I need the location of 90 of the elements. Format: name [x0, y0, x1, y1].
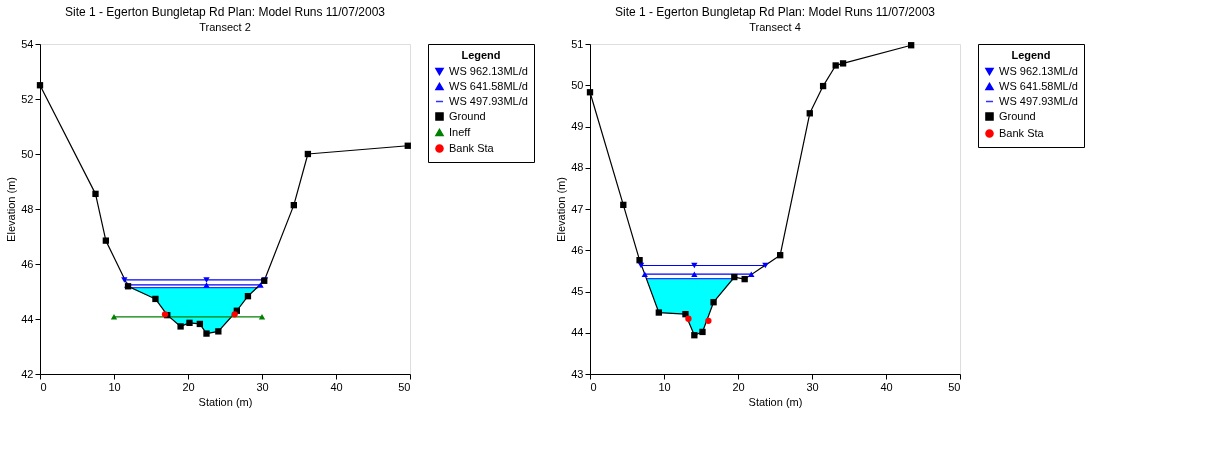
point: [177, 323, 184, 330]
legend-title: Legend: [461, 49, 501, 61]
point: [92, 190, 99, 198]
x-axis-title: Station (m): [198, 395, 253, 408]
x-tick-label: 50: [948, 380, 961, 393]
point: [691, 271, 698, 277]
point: [685, 315, 692, 322]
x-tick-label: 30: [256, 380, 269, 393]
chart-title: Site 1 - Egerton Bungletap Rd Plan: Model Runs 11/07/2003: [65, 5, 386, 19]
x-tick-label: 0: [590, 380, 597, 393]
y-tick-label: 47: [571, 202, 584, 215]
point: [839, 60, 847, 67]
legend-title: Legend: [1011, 49, 1051, 61]
point: [215, 328, 222, 335]
y-tick-label: 54: [21, 37, 34, 50]
point: [304, 150, 312, 158]
x-tick-label: 40: [880, 380, 893, 393]
point: [832, 62, 839, 69]
x-tick-label: 20: [182, 380, 195, 393]
legend-label: WS 962.13ML/d: [449, 64, 528, 77]
y-tick-label: 52: [21, 92, 34, 105]
chart-subtitle: Transect 2: [199, 21, 251, 33]
point: [710, 299, 717, 306]
point: [102, 237, 110, 244]
y-tick-label: 48: [571, 161, 584, 174]
y-tick-label: 43: [571, 367, 584, 380]
point: [231, 311, 238, 318]
y-tick-label: 50: [21, 147, 34, 160]
y-tick-label: 45: [571, 285, 584, 297]
point: [203, 277, 210, 283]
point: [244, 293, 252, 300]
point: [777, 252, 784, 259]
y-axis-title: Elevation (m): [555, 177, 568, 242]
legend-label: WS 641.58ML/d: [999, 79, 1078, 92]
x-tick-label: 40: [330, 380, 343, 393]
point: [641, 271, 648, 277]
y-tick-label: 46: [21, 257, 34, 270]
legend-label: Bank Sta: [999, 126, 1045, 139]
point: [203, 282, 210, 288]
x-axis-title: Station (m): [748, 395, 803, 408]
y-tick-label: 44: [571, 326, 584, 339]
point: [36, 82, 44, 89]
legend-label: Ineff: [449, 125, 472, 138]
chart-subtitle: Transect 4: [749, 21, 801, 33]
point: [806, 110, 813, 117]
y-axis-title: Elevation (m): [5, 177, 18, 242]
point: [620, 201, 627, 209]
legend-label: WS 641.58ML/d: [449, 79, 528, 92]
point: [290, 201, 297, 209]
y-tick-label: 48: [21, 202, 34, 215]
x-tick-label: 10: [658, 380, 671, 393]
point: [636, 256, 643, 264]
y-tick-label: 46: [571, 243, 584, 256]
x-tick-label: 0: [40, 380, 47, 393]
point: [908, 42, 915, 49]
point: [196, 320, 203, 328]
legend-label: WS 497.93ML/d: [449, 94, 528, 107]
y-tick-label: 49: [571, 120, 584, 132]
point: [586, 89, 594, 96]
point: [404, 142, 411, 149]
y-tick-label: 44: [21, 312, 34, 325]
point: [637, 262, 645, 269]
legend-label: Bank Sta: [449, 141, 495, 154]
point: [731, 273, 738, 281]
x-tick-label: 30: [806, 380, 819, 393]
point: [203, 330, 210, 337]
legend-label: Ground: [999, 109, 1036, 122]
point: [121, 277, 128, 283]
legend-label: WS 497.93ML/d: [999, 94, 1078, 107]
point: [257, 282, 264, 288]
point: [762, 262, 769, 269]
x-tick-label: 50: [398, 380, 411, 393]
legend-label: Ground: [449, 109, 486, 122]
point: [748, 271, 755, 277]
y-tick-label: 51: [571, 37, 584, 50]
chart-title: Site 1 - Egerton Bungletap Rd Plan: Model Runs 11/07/2003: [615, 5, 936, 19]
point: [699, 328, 706, 336]
x-tick-label: 20: [732, 380, 745, 393]
y-tick-label: 50: [571, 78, 584, 91]
point: [705, 317, 712, 324]
point: [819, 82, 827, 90]
y-tick-label: 42: [21, 367, 34, 380]
point: [691, 332, 698, 339]
point: [741, 275, 748, 283]
legend-label: WS 962.13ML/d: [999, 64, 1078, 77]
point: [152, 295, 159, 303]
point: [682, 311, 689, 318]
point: [655, 309, 662, 316]
point: [186, 319, 193, 327]
x-tick-label: 10: [108, 380, 121, 393]
